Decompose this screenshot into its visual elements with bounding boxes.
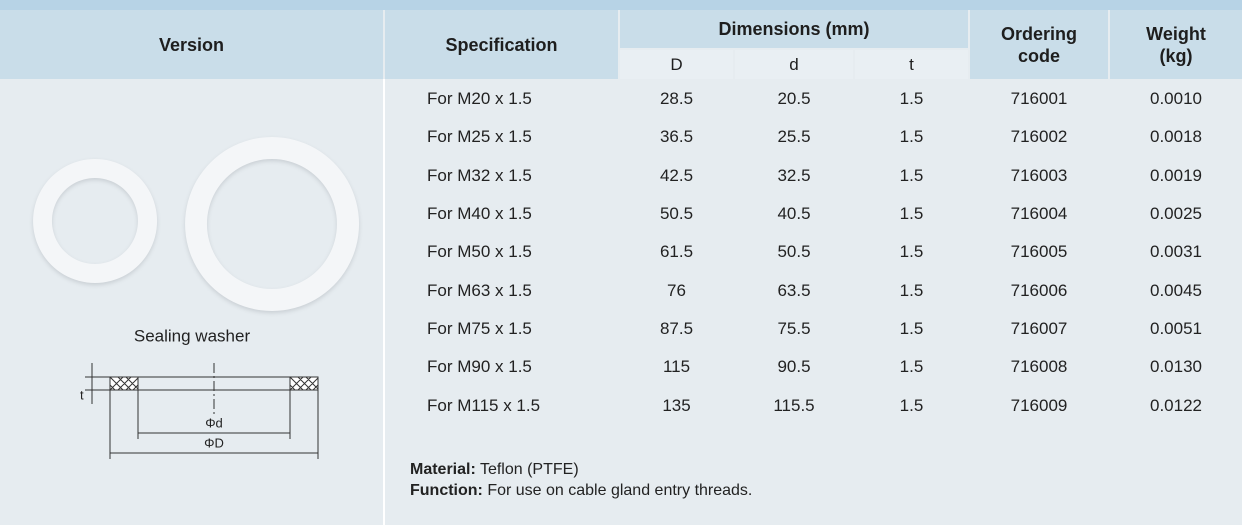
dim-t: 1.5 [855, 81, 968, 117]
ordering-code: 716004 [970, 196, 1108, 232]
specification: For M63 x 1.5 [385, 273, 618, 309]
header-d: d [735, 50, 853, 79]
weight: 0.0010 [1110, 81, 1242, 117]
function-line: Function: For use on cable gland entry t… [410, 480, 1210, 501]
header-ordering-code: Ordering code [970, 10, 1108, 79]
dim-t: 1.5 [855, 387, 968, 423]
weight: 0.0045 [1110, 273, 1242, 309]
dim-D: 76 [620, 273, 733, 309]
dim-t: 1.5 [855, 234, 968, 270]
dim-D: 42.5 [620, 158, 733, 194]
dim-D: 36.5 [620, 119, 733, 155]
dim-d: 115.5 [735, 387, 853, 423]
washer-small [33, 159, 157, 283]
page: Version Specification Dimensions (mm) D … [0, 0, 1242, 525]
weight: 0.0025 [1110, 196, 1242, 232]
dim-D: 28.5 [620, 81, 733, 117]
dim-d: 90.5 [735, 349, 853, 385]
weight: 0.0018 [1110, 119, 1242, 155]
ordering-code: 716002 [970, 119, 1108, 155]
ordering-code: 716001 [970, 81, 1108, 117]
dim-D: 87.5 [620, 311, 733, 347]
header-dimensions: Dimensions (mm) [620, 10, 968, 48]
dim-d: 20.5 [735, 81, 853, 117]
product-image: Sealing washer t Φd ΦD [0, 81, 383, 525]
specification: For M20 x 1.5 [385, 81, 618, 117]
weight: 0.0051 [1110, 311, 1242, 347]
dim-D: 135 [620, 387, 733, 423]
caption: Sealing washer [134, 326, 251, 345]
dim-d: 50.5 [735, 234, 853, 270]
material-label: Material: [410, 461, 476, 478]
specification: For M115 x 1.5 [385, 387, 618, 423]
specification: For M75 x 1.5 [385, 311, 618, 347]
dim-t: 1.5 [855, 158, 968, 194]
dim-t: 1.5 [855, 119, 968, 155]
specification: For M40 x 1.5 [385, 196, 618, 232]
specification: For M50 x 1.5 [385, 234, 618, 270]
header-version: Version [0, 10, 383, 79]
diagram-label: t [80, 387, 84, 402]
ordering-code: 716005 [970, 234, 1108, 270]
dim-d: 32.5 [735, 158, 853, 194]
header-D: D [620, 50, 733, 79]
dim-D: 50.5 [620, 196, 733, 232]
diagram-label: Φd [205, 415, 223, 430]
ordering-code: 716003 [970, 158, 1108, 194]
washer-diagram [85, 363, 318, 459]
weight: 0.0122 [1110, 387, 1242, 423]
material-line: Material: Teflon (PTFE) [410, 459, 1210, 480]
weight: 0.0130 [1110, 349, 1242, 385]
function: For use on cable gland entry threads. [487, 482, 752, 499]
ordering-code: 716006 [970, 273, 1108, 309]
dim-d: 40.5 [735, 196, 853, 232]
dim-d: 25.5 [735, 119, 853, 155]
ordering-code: 716009 [970, 387, 1108, 423]
material: Teflon (PTFE) [480, 461, 579, 478]
header-specification: Specification [385, 10, 618, 79]
ordering-code: 716007 [970, 311, 1108, 347]
specification: For M32 x 1.5 [385, 158, 618, 194]
specification: For M25 x 1.5 [385, 119, 618, 155]
dim-D: 115 [620, 349, 733, 385]
washer-large [185, 137, 359, 311]
dim-D: 61.5 [620, 234, 733, 270]
top-band [0, 0, 1242, 10]
diagram-label: ΦD [204, 435, 224, 450]
specification: For M90 x 1.5 [385, 349, 618, 385]
notes: Material: Teflon (PTFE) Function: For us… [410, 459, 1210, 501]
dim-t: 1.5 [855, 349, 968, 385]
weight: 0.0019 [1110, 158, 1242, 194]
dim-t: 1.5 [855, 273, 968, 309]
dim-d: 63.5 [735, 273, 853, 309]
dim-d: 75.5 [735, 311, 853, 347]
header-t: t [855, 50, 968, 79]
header-weight: Weight (kg) [1110, 10, 1242, 79]
function-label: Function: [410, 482, 483, 499]
dim-t: 1.5 [855, 311, 968, 347]
ordering-code: 716008 [970, 349, 1108, 385]
weight: 0.0031 [1110, 234, 1242, 270]
dim-t: 1.5 [855, 196, 968, 232]
